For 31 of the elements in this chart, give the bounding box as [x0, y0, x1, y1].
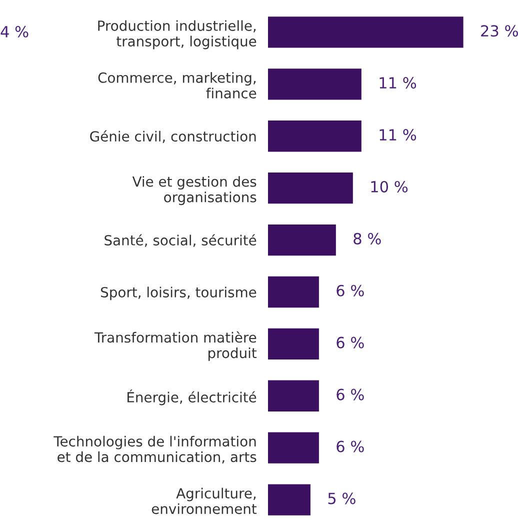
data-label: 6 %: [336, 440, 364, 452]
y-tick-label: Génie civil, construction: [90, 130, 256, 144]
data-label: 6 %: [336, 284, 364, 296]
y-tick-label: Transformation matière produit: [94, 331, 257, 361]
data-label: 6 %: [336, 336, 364, 348]
bar: [268, 224, 336, 256]
data-label: 11 %: [380, 77, 416, 89]
y-tick-label: Vie et gestion des organisations: [132, 176, 256, 206]
bar: [268, 276, 319, 308]
data-label: 10 %: [371, 180, 408, 193]
bar: [268, 16, 464, 48]
bar: [268, 120, 362, 152]
bar: [268, 432, 319, 464]
y-tick-label: Production industrielle, transport, logistique: [98, 20, 256, 50]
bar: [268, 484, 310, 516]
y-tick-label: Santé, social, sécurité: [104, 234, 256, 247]
bar: [268, 172, 353, 204]
bar: [268, 328, 319, 360]
bar: [268, 380, 319, 412]
data-label: 8 %: [354, 232, 381, 244]
data-label: 11 %: [380, 128, 416, 141]
data-label: 6 %: [336, 388, 364, 400]
y-tick-label: Sport, loisirs, tourisme: [100, 286, 256, 300]
y-tick-label: Technologies de l'information et de la communication, arts: [54, 436, 256, 464]
y-tick-label: Agriculture, environnement: [152, 488, 257, 514]
y-tick-label: Commerce, marketing, finance: [98, 72, 256, 98]
y-tick-label: Énergie, électricité: [128, 389, 256, 406]
data-label: 5 %: [328, 492, 356, 504]
text: 4 %: [0, 26, 28, 38]
data-label: 23 %: [481, 25, 518, 37]
bar: [268, 68, 362, 100]
